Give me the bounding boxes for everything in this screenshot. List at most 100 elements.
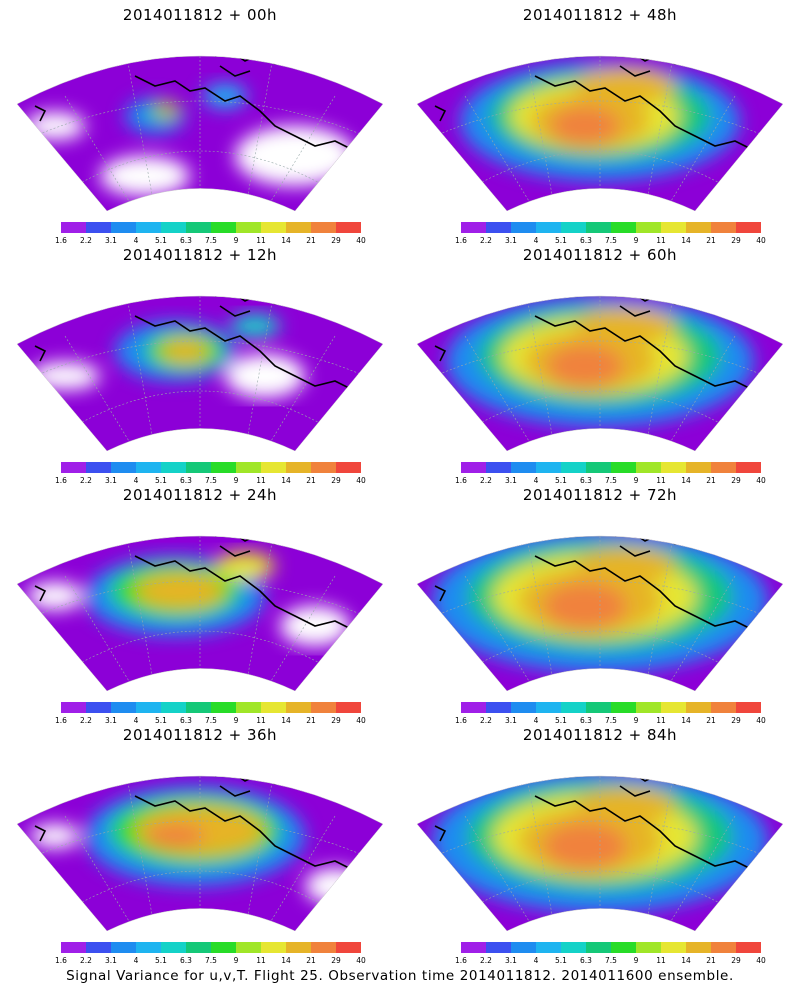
colorbar-swatch: [736, 942, 761, 953]
colorbar-tick-label: 9: [233, 476, 239, 485]
colorbar-swatch: [211, 942, 236, 953]
colorbar-swatch: [61, 702, 86, 713]
colorbar-tick-label: 4: [533, 716, 539, 725]
colorbar-swatch: [561, 702, 586, 713]
colorbar-swatch: [311, 462, 336, 473]
colorbar-tick-label: 21: [706, 476, 716, 485]
colorbar-tick-label: 9: [233, 236, 239, 245]
colorbar-swatch: [336, 942, 361, 953]
colorbar-swatch: [236, 222, 261, 233]
colorbar-tick-label: 29: [731, 476, 741, 485]
map-panel: 2014011812 + 36h 1.6 2.2 3.1 4 5.1 6.3 7.5 9 11 14…: [0, 720, 400, 965]
forecast-map: [416, 295, 784, 451]
colorbar-tick-label: 7.5: [205, 716, 217, 725]
panel-title: 2014011812 + 00h: [122, 6, 278, 24]
colorbar-swatch: [586, 222, 611, 233]
colorbar-swatch: [236, 942, 261, 953]
colorbar-tick-label: 4: [133, 476, 139, 485]
colorbar-swatch: [636, 702, 661, 713]
colorbar-tick-label: 3.1: [505, 236, 517, 245]
colorbar: [61, 702, 361, 713]
colorbar-tick-label: 4: [133, 716, 139, 725]
colorbar-tick-label: 3.1: [505, 476, 517, 485]
colorbar-swatch: [636, 942, 661, 953]
colorbar-swatch: [611, 942, 636, 953]
colorbar-tick-label: 4: [133, 236, 139, 245]
map-panel: 2014011812 + 12h 1.6 2.2 3.1 4 5.1 6.3 7.5 9 11 14…: [0, 240, 400, 485]
colorbar-tick-label: 4: [533, 956, 539, 965]
colorbar-swatch: [736, 702, 761, 713]
colorbar-swatch: [111, 462, 136, 473]
figure-caption: Signal Variance for u,v,T. Flight 25. Ob…: [66, 968, 734, 984]
colorbar-swatch: [286, 222, 311, 233]
colorbar-swatch: [61, 942, 86, 953]
colorbar-tick-label: 7.5: [205, 236, 217, 245]
colorbar-swatch: [161, 462, 186, 473]
colorbar-swatch: [536, 462, 561, 473]
colorbar-ticks: 1.6 2.2 3.1 4 5.1 6.3 7.5 9 11 14 21 29 40: [455, 236, 766, 246]
colorbar-swatch: [211, 462, 236, 473]
forecast-map: [416, 775, 784, 931]
colorbar-tick-label: 21: [306, 476, 316, 485]
colorbar-tick-label: 2.2: [80, 716, 92, 725]
map-panel: 2014011812 + 48h 1.6 2.2 3.1 4 5.1 6.3 7.5 9 11 14…: [400, 0, 800, 245]
colorbar: [461, 462, 761, 473]
colorbar-swatch: [261, 462, 286, 473]
forecast-map: [16, 535, 384, 691]
colorbar-tick-label: 5.1: [155, 476, 167, 485]
colorbar-swatch: [536, 942, 561, 953]
colorbar-tick-label: 29: [731, 716, 741, 725]
panel-title: 2014011812 + 48h: [522, 6, 678, 24]
colorbar-swatch: [261, 942, 286, 953]
colorbar-swatch: [486, 942, 511, 953]
colorbar-swatch: [586, 702, 611, 713]
forecast-map: [416, 535, 784, 691]
colorbar-swatch: [236, 462, 261, 473]
colorbar-tick-label: 2.2: [480, 716, 492, 725]
colorbar-swatch: [336, 702, 361, 713]
colorbar-tick-label: 2.2: [80, 956, 92, 965]
colorbar-tick-label: 1.6: [55, 956, 67, 965]
colorbar-swatch: [86, 462, 111, 473]
colorbar-swatch: [486, 462, 511, 473]
colorbar-swatch: [86, 222, 111, 233]
colorbar-tick-label: 21: [706, 236, 716, 245]
colorbar-swatch: [661, 222, 686, 233]
colorbar-tick-label: 29: [731, 236, 741, 245]
colorbar-swatch: [186, 462, 211, 473]
colorbar-swatch: [711, 942, 736, 953]
colorbar-swatch: [736, 222, 761, 233]
map-panel: 2014011812 + 84h 1.6 2.2 3.1 4 5.1 6.3 7.5 9 11 14…: [400, 720, 800, 965]
colorbar-swatch: [336, 222, 361, 233]
colorbar-tick-label: 29: [331, 956, 341, 965]
colorbar-swatch: [261, 222, 286, 233]
colorbar-tick-label: 29: [331, 716, 341, 725]
colorbar-tick-label: 3.1: [105, 716, 117, 725]
colorbar-swatch: [561, 222, 586, 233]
colorbar-tick-label: 1.6: [55, 476, 67, 485]
colorbar-swatch: [661, 942, 686, 953]
colorbar-tick-label: 9: [633, 476, 639, 485]
colorbar-tick-label: 40: [356, 236, 366, 245]
colorbar-tick-label: 29: [331, 236, 341, 245]
colorbar-swatch: [461, 702, 486, 713]
colorbar-swatch: [236, 702, 261, 713]
colorbar-tick-label: 21: [306, 236, 316, 245]
colorbar-swatch: [461, 942, 486, 953]
colorbar-swatch: [311, 942, 336, 953]
colorbar-tick-label: 3.1: [105, 476, 117, 485]
colorbar-swatch: [461, 222, 486, 233]
colorbar-swatch: [311, 222, 336, 233]
colorbar-tick-label: 6.3: [180, 236, 192, 245]
colorbar-tick-label: 6.3: [180, 716, 192, 725]
colorbar-swatch: [711, 702, 736, 713]
colorbar-tick-label: 9: [233, 956, 239, 965]
colorbar-tick-label: 2.2: [80, 236, 92, 245]
colorbar-swatch: [511, 222, 536, 233]
colorbar-tick-label: 2.2: [480, 476, 492, 485]
colorbar: [61, 942, 361, 953]
colorbar-swatch: [161, 222, 186, 233]
forecast-map: [416, 55, 784, 211]
colorbar-swatch: [486, 702, 511, 713]
map-panel: 2014011812 + 72h 1.6 2.2 3.1 4 5.1 6.3 7.5 9 11 14…: [400, 480, 800, 725]
